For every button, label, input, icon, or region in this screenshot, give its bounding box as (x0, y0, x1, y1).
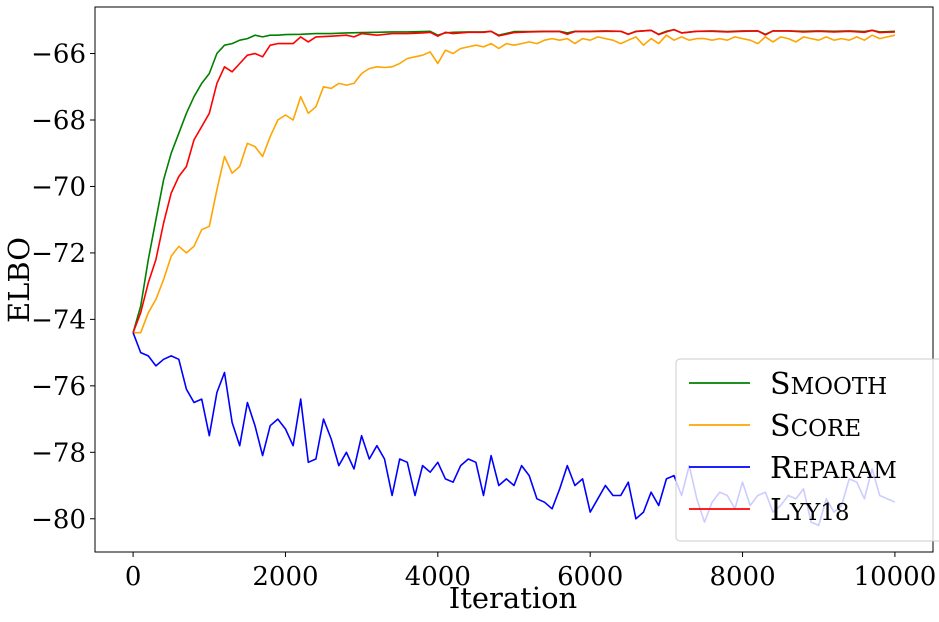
series-line-lyy18 (132, 28, 895, 333)
y-tick-label: −80 (31, 505, 86, 535)
plot-frame (94, 6, 934, 553)
y-tick-label: −74 (31, 305, 86, 335)
x-tick-label: 0 (125, 562, 142, 592)
x-tick-label: 2000 (252, 562, 318, 592)
y-tick-label: −70 (31, 172, 86, 202)
legend-label-smooth: SMOOTH (770, 367, 887, 402)
legend-label-lyy18: LYY18 (770, 493, 850, 528)
y-tick-label: −78 (31, 438, 86, 468)
x-tick-label: 10000 (854, 562, 937, 592)
series-line-score (133, 34, 896, 334)
x-axis-label: Iteration (449, 581, 578, 615)
x-tick-label: 4000 (405, 562, 471, 592)
legend-box (675, 358, 939, 542)
y-tick-label: −76 (31, 372, 86, 402)
y-tick-label: −72 (31, 239, 86, 269)
y-tick-label: −68 (31, 106, 86, 136)
legend: SMOOTH SCORE REPARAM LYY18 (675, 358, 939, 542)
legend-label-score: SCORE (770, 409, 861, 444)
x-tick-label: 8000 (709, 562, 775, 592)
axes-layer: 0 2000 4000 6000 8000 10000 −80 −78 −76 −74 −72 −70… (31, 40, 936, 592)
legend-label-reparam: REPARAM (770, 451, 897, 486)
y-tick-label: −66 (31, 40, 86, 70)
y-axis-label: ELBO (2, 237, 36, 323)
x-tick-label: 6000 (557, 562, 623, 592)
